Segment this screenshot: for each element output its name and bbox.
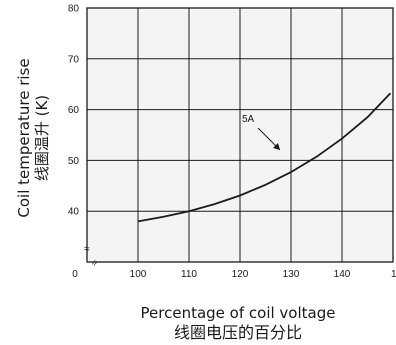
y-tick-label-1: 50 (68, 156, 80, 167)
series-line-0 (137, 92, 392, 223)
annotation-arrowhead-0 (273, 143, 280, 150)
annotation-label-0: 5A (242, 114, 255, 125)
x-tick-labels: 0 100 110 120 130 140 15( (72, 269, 396, 280)
y-tick-label-3: 70 (68, 54, 80, 65)
x-tick-label-0: 0 (72, 269, 78, 280)
axis-break-mark-bottom: ≈ (89, 258, 102, 269)
x-axis-title-chinese: 线圈电压的百分比 (174, 323, 302, 342)
y-tick-label-2: 60 (68, 105, 80, 116)
x-tick-label-6: 15( (391, 269, 396, 280)
plot-border (86, 7, 394, 263)
y-tick-labels: 40 50 60 70 80 (68, 4, 80, 218)
y-axis-title-english: Coil temperature rise (15, 58, 33, 217)
x-tick-label-1: 100 (130, 269, 147, 280)
x-tick-label-4: 130 (283, 269, 300, 280)
y-tick-label-4: 80 (68, 4, 80, 15)
x-tick-label-3: 120 (232, 269, 249, 280)
axis-break-mark-left: ≈ (84, 244, 90, 255)
x-tick-label-5: 140 (334, 269, 351, 280)
y-tick-label-0: 40 (68, 207, 80, 218)
x-tick-label-2: 110 (181, 269, 197, 280)
y-axis-title-chinese: 线圈温升 (K) (33, 95, 51, 181)
annotation-group: 5A (242, 114, 281, 151)
x-axis-title-english: Percentage of coil voltage (141, 304, 336, 322)
grid-lines (87, 7, 393, 262)
series-group (137, 92, 392, 223)
